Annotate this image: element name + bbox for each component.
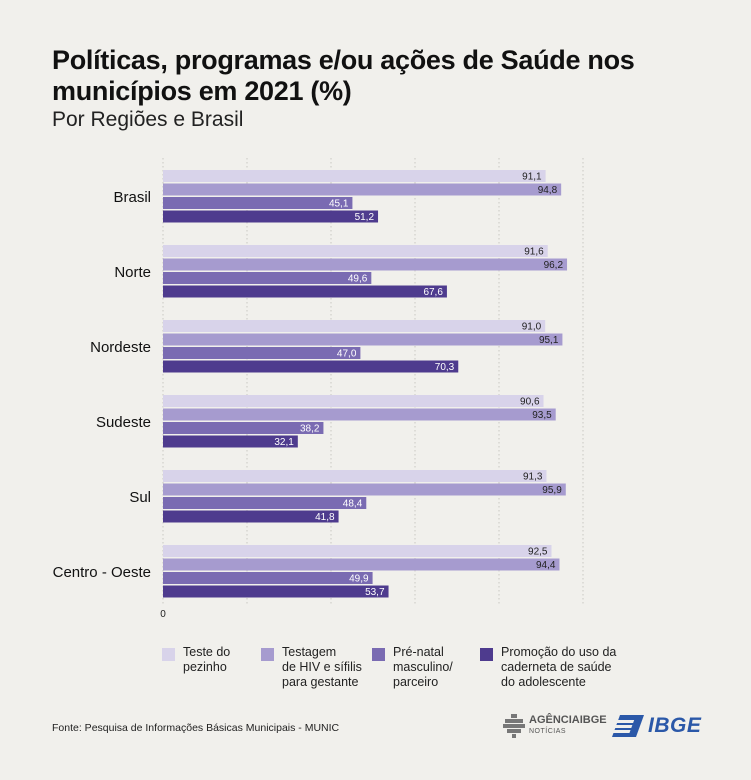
bar-value-label: 67,6: [423, 287, 443, 298]
bar-value-label: 94,8: [538, 185, 558, 196]
bar-value-label: 32,1: [274, 437, 294, 448]
legend-label: Teste do pezinho: [183, 645, 231, 674]
ibge-logo: IBGE: [612, 714, 701, 738]
bar: [163, 572, 373, 584]
ibge-logo-icon: [612, 715, 644, 737]
bar: [163, 470, 547, 482]
x-tick-label: 0: [160, 609, 166, 620]
legend-label: Promoção do uso da caderneta de saúde do…: [501, 645, 617, 689]
agencia-logo-icon: [503, 714, 525, 738]
bar-value-label: 91,3: [523, 472, 543, 483]
bar-value-label: 49,9: [349, 574, 369, 585]
agencia-logo-subtext: NOTÍCIAS: [529, 728, 567, 735]
chart-subtitle: Por Regiões e Brasil: [52, 108, 244, 131]
category-label: Sudeste: [96, 414, 151, 431]
legend-label: Pré-natal masculino/ parceiro: [393, 645, 453, 689]
bar-value-label: 92,5: [528, 547, 548, 558]
bar: [163, 395, 544, 407]
source-note: Fonte: Pesquisa de Informações Básicas M…: [52, 722, 340, 734]
bar-value-label: 90,6: [520, 397, 540, 408]
bar: [163, 285, 447, 298]
bar: [163, 197, 353, 209]
bar-value-label: 91,0: [522, 322, 542, 333]
bar-value-label: 94,4: [536, 560, 556, 571]
category-label: Brasil: [113, 189, 151, 206]
bar-value-label: 47,0: [337, 349, 357, 360]
bar-value-label: 91,1: [522, 172, 542, 183]
legend-item-testagem-hiv: Testagem de HIV e sífilis para gestante: [261, 645, 362, 690]
bar-value-label: 95,1: [539, 335, 559, 346]
bar-value-label: 96,2: [544, 260, 564, 271]
ibge-logo-text: IBGE: [648, 714, 702, 737]
agencia-logo-text: AGÊNCIAIBGE: [529, 714, 607, 726]
legend-swatch: [480, 648, 493, 661]
bar: [163, 347, 361, 359]
category-label: Nordeste: [90, 339, 151, 356]
bar: [163, 183, 562, 196]
bar: [163, 510, 339, 523]
bar: [163, 422, 324, 434]
bar-value-label: 38,2: [300, 424, 320, 435]
bar: [163, 210, 379, 223]
bar-value-label: 48,4: [343, 499, 363, 510]
bar-value-label: 45,1: [329, 199, 349, 210]
bar: [163, 170, 546, 182]
bar-value-label: 91,6: [524, 247, 544, 258]
bar: [163, 333, 563, 346]
bar-value-label: 53,7: [365, 587, 385, 598]
bar-value-label: 95,9: [542, 485, 562, 496]
legend-item-teste-pezinho: Teste do pezinho: [162, 645, 230, 675]
legend-swatch: [261, 648, 274, 661]
bar: [163, 483, 566, 496]
chart-title: Políticas, programas e/ou ações de Saúde…: [52, 45, 635, 106]
category-label: Sul: [129, 489, 151, 506]
bar: [163, 245, 548, 257]
bar: [163, 258, 568, 271]
legend-item-caderneta: Promoção do uso da caderneta de saúde do…: [480, 645, 616, 690]
bar-chart: Brasil 91,1 94,8 45,1 51,2 Norte 91,696,2 49,6 6…: [53, 158, 584, 620]
bar-value-label: 49,6: [348, 274, 368, 285]
bar: [163, 408, 556, 421]
bar-value-label: 70,3: [435, 362, 455, 373]
legend: Teste do pezinho Testagem de HIV e sífil…: [162, 645, 682, 695]
category-label: Centro - Oeste: [53, 564, 151, 581]
bar-value-label: 93,5: [532, 410, 552, 421]
category-label: Norte: [114, 264, 151, 281]
bar-value-label: 41,8: [315, 512, 335, 523]
bar: [163, 435, 298, 448]
bar: [163, 545, 552, 557]
legend-swatch: [372, 648, 385, 661]
bar-value-label: 51,2: [355, 212, 375, 223]
bar: [163, 272, 372, 284]
bar: [163, 497, 367, 509]
legend-item-pre-natal: Pré-natal masculino/ parceiro: [372, 645, 453, 690]
bar: [163, 558, 560, 571]
legend-swatch: [162, 648, 175, 661]
agencia-ibge-logo: AGÊNCIAIBGE NOTÍCIAS: [503, 714, 607, 738]
bar: [163, 360, 459, 373]
bar: [163, 320, 546, 332]
legend-label: Testagem de HIV e sífilis para gestante: [282, 645, 362, 689]
bar: [163, 585, 389, 598]
